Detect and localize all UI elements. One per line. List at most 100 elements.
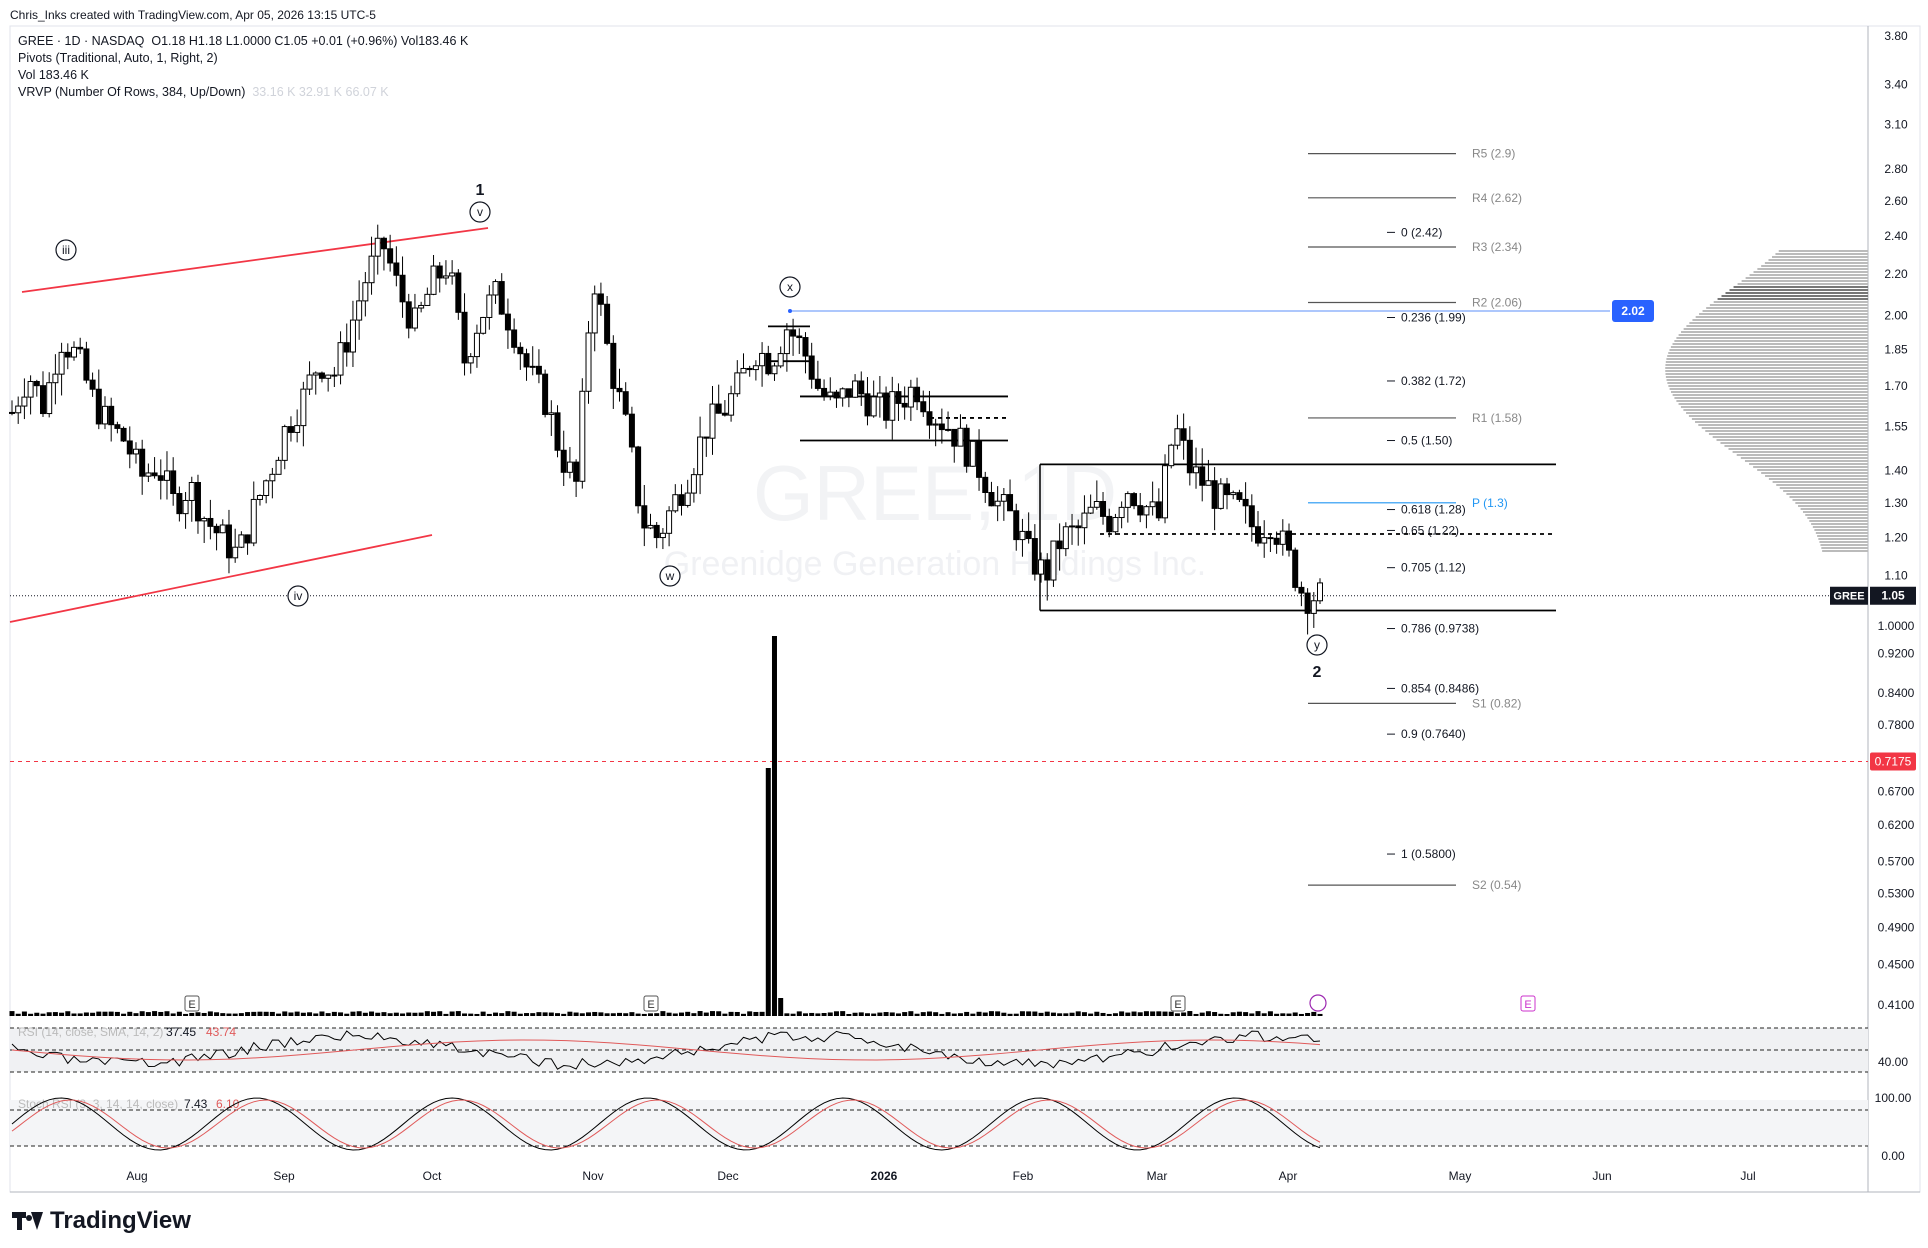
volume-bar <box>883 1012 889 1016</box>
legend-values: O1.18 H1.18 L1.0000 C1.05 +0.01 (+0.96%)… <box>151 34 469 48</box>
vrvp-row <box>1674 397 1868 399</box>
candle-body <box>839 388 846 399</box>
volume-bar <box>840 1011 846 1016</box>
volume-bar <box>121 1013 127 1016</box>
volume-bar <box>1001 1012 1007 1016</box>
dashed-level-text: 0.7175 <box>1875 754 1912 768</box>
candle-body <box>765 352 772 375</box>
volume-bar <box>331 1011 337 1016</box>
volume-bar <box>300 1012 306 1016</box>
vrvp-row <box>1712 436 1868 438</box>
pivot-level-label: S1 (0.82) <box>1472 696 1521 710</box>
candle-body <box>548 412 555 415</box>
earnings-marker-label: E <box>188 999 195 1011</box>
candle-body <box>1248 505 1255 528</box>
vrvp-row <box>1764 262 1868 264</box>
candle-body <box>318 372 325 379</box>
volume-bar <box>21 1011 27 1016</box>
volume-bar <box>313 1013 319 1016</box>
volume-bar <box>809 1012 815 1016</box>
candle-body <box>306 374 313 390</box>
channel-upper-line <box>21 227 489 293</box>
vrvp-row <box>1737 283 1868 285</box>
volume-bar <box>344 1013 350 1016</box>
vrvp-row <box>1713 301 1868 303</box>
volume-bar <box>263 1011 269 1016</box>
price-tick-label: 3.80 <box>1884 29 1908 43</box>
volume-bar <box>858 1012 864 1016</box>
candle-body <box>182 499 189 515</box>
candle-body <box>70 346 77 358</box>
legend-pivots: Pivots (Traditional, Auto, 1, Right, 2) <box>18 51 218 65</box>
volume-bar <box>747 1011 753 1016</box>
volume-bar <box>288 1012 294 1016</box>
vrvp-row <box>1680 406 1868 408</box>
vrvp-row <box>1686 412 1868 414</box>
volume-bar <box>251 1011 257 1016</box>
volume-bar <box>697 1011 703 1016</box>
volume-bar <box>145 1012 151 1016</box>
vrvp-row <box>1819 541 1868 543</box>
candle-body <box>678 494 685 506</box>
vrvp-row <box>1817 535 1868 537</box>
price-tick-label: 0.6200 <box>1878 818 1915 832</box>
vrvp-row <box>1768 478 1868 480</box>
volume-bar <box>1298 1013 1304 1016</box>
volume-bar <box>1143 1011 1149 1016</box>
candle-body <box>566 461 573 473</box>
candle-body <box>672 494 679 512</box>
vrvp-row <box>1744 460 1868 462</box>
candle-body <box>52 373 59 384</box>
vrvp-row <box>1672 343 1868 345</box>
candle-body <box>219 524 226 534</box>
volume-bar <box>418 1012 424 1016</box>
wave-label: x <box>787 280 793 294</box>
volume-bar <box>195 1012 201 1016</box>
volume-bar <box>480 1011 486 1016</box>
candle-body <box>170 470 177 495</box>
vrvp-row <box>1678 403 1868 405</box>
vrvp-row <box>1772 256 1868 258</box>
candle-body <box>1075 525 1082 529</box>
volume-bar <box>59 1012 65 1016</box>
legend-vrvp: VRVP (Number Of Rows, 384, Up/Down) 33.1… <box>18 85 389 99</box>
volume-bar <box>895 1013 901 1016</box>
volume-bar <box>939 1013 945 1016</box>
candle-body <box>1255 526 1262 544</box>
volume-bar <box>784 1013 790 1016</box>
volume-bar <box>759 1011 765 1016</box>
candle-body <box>504 313 511 331</box>
vrvp-row <box>1749 463 1868 465</box>
volume-bar <box>623 1013 629 1016</box>
volume-bar <box>468 1013 474 1016</box>
channel-lower-line <box>9 534 433 623</box>
candle-body <box>1162 465 1169 519</box>
volume-bar <box>517 1013 523 1016</box>
candle-body <box>746 367 753 371</box>
volume-bar <box>319 1011 325 1016</box>
volume-bar <box>666 1012 672 1016</box>
candle-body <box>1224 483 1231 496</box>
candle-body <box>238 534 245 548</box>
vrvp-histogram <box>1665 250 1868 552</box>
stoch-k-line <box>11 1097 1321 1151</box>
volume-bar <box>1069 1012 1075 1016</box>
time-axis-label: Jul <box>1740 1169 1755 1183</box>
volume-bar <box>486 1013 492 1016</box>
earnings-marker-label: E <box>1174 999 1181 1011</box>
legend-volume: Vol 183.46 K <box>18 68 89 82</box>
earnings-marker <box>643 995 659 1012</box>
vrvp-row <box>1821 547 1868 549</box>
vrvp-row <box>1745 277 1868 279</box>
candle-body <box>715 403 722 414</box>
vrvp-row <box>1757 469 1868 471</box>
candle-body <box>951 428 958 447</box>
vrvp-row <box>1665 364 1868 366</box>
vrvp-row <box>1814 529 1868 531</box>
volume-bar <box>1212 1012 1218 1016</box>
candle-body <box>58 351 65 375</box>
candle-body <box>281 426 288 461</box>
candle-body <box>39 385 46 415</box>
candle-body <box>1236 492 1243 500</box>
